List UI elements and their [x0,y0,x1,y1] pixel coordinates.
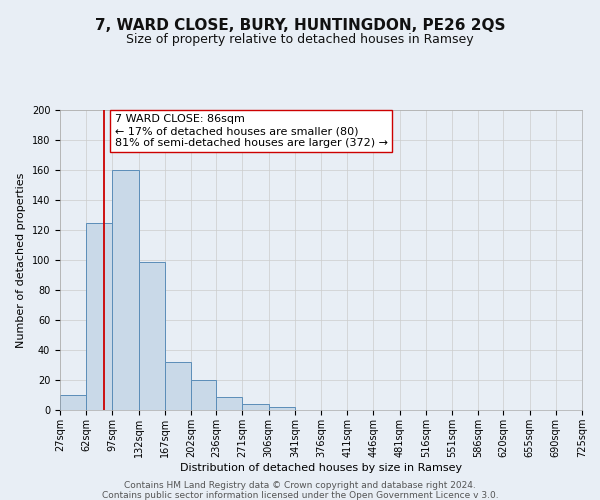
Bar [164,362,191,410]
Text: Size of property relative to detached houses in Ramsey: Size of property relative to detached ho… [126,32,474,46]
Bar [269,407,295,410]
Text: 7 WARD CLOSE: 86sqm
← 17% of detached houses are smaller (80)
81% of semi-detach: 7 WARD CLOSE: 86sqm ← 17% of detached ho… [115,114,388,148]
Bar [60,395,86,410]
Bar [242,404,269,410]
X-axis label: Distribution of detached houses by size in Ramsey: Distribution of detached houses by size … [180,462,462,472]
Bar [191,380,217,410]
Bar [217,396,242,410]
Text: Contains public sector information licensed under the Open Government Licence v : Contains public sector information licen… [101,491,499,500]
Bar [112,170,139,410]
Text: Contains HM Land Registry data © Crown copyright and database right 2024.: Contains HM Land Registry data © Crown c… [124,481,476,490]
Y-axis label: Number of detached properties: Number of detached properties [16,172,26,348]
Text: 7, WARD CLOSE, BURY, HUNTINGDON, PE26 2QS: 7, WARD CLOSE, BURY, HUNTINGDON, PE26 2Q… [95,18,505,32]
Bar [86,222,112,410]
Bar [139,262,164,410]
